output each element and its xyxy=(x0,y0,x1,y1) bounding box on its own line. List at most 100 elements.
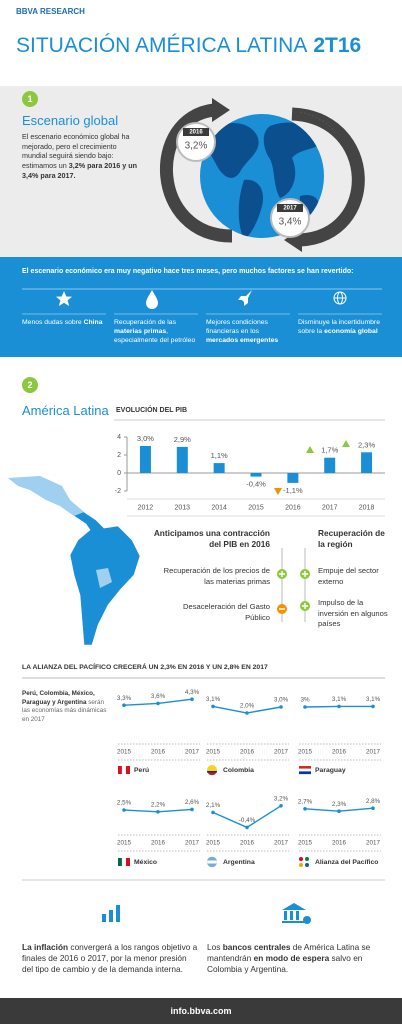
plus-icon xyxy=(300,601,310,611)
title-text: SITUACIÓN AMÉRICA LATINA xyxy=(16,34,308,57)
bar xyxy=(176,446,188,473)
section-title: América Latina xyxy=(22,403,109,418)
point xyxy=(279,705,283,709)
value-label: 3,2% xyxy=(274,795,289,802)
bar xyxy=(250,473,262,477)
alliance-title: LA ALIANZA DEL PACÍFICO CRECERÁ UN 2,3% … xyxy=(22,664,268,671)
x-tick-label: 2017 xyxy=(185,749,200,756)
badge-year: 2017 xyxy=(283,206,297,212)
value-label: 3,0% xyxy=(137,434,154,443)
x-tick-label: 2016 xyxy=(285,504,301,511)
drop-icon xyxy=(146,290,158,309)
x-tick-label: 2015 xyxy=(206,749,221,756)
x-tick-label: 2015 xyxy=(117,749,132,756)
text-bold: materias primas xyxy=(114,328,167,336)
bar xyxy=(324,457,336,473)
x-tick-label: 2015 xyxy=(117,840,132,847)
down-marker xyxy=(274,488,282,495)
bars-icon xyxy=(102,905,120,922)
chart-title: Perú xyxy=(134,767,149,774)
point xyxy=(245,711,249,715)
map-region xyxy=(8,476,84,516)
factors-background xyxy=(0,257,402,357)
x-tick-label: 2014 xyxy=(211,504,227,511)
factor: Recuperación de las materias primas, esp… xyxy=(114,318,200,346)
bar xyxy=(361,452,373,473)
value-label: 2,2% xyxy=(151,801,166,808)
point xyxy=(245,825,249,830)
text-bold: bancos centrales xyxy=(222,942,291,952)
value-label: 2,5% xyxy=(117,800,132,807)
x-tick-label: 2013 xyxy=(174,504,190,511)
value-label: 3,0% xyxy=(274,697,289,704)
point xyxy=(190,697,194,701)
flag xyxy=(206,856,218,868)
value-label: 3,1% xyxy=(332,696,347,703)
value-label: 2,8% xyxy=(366,798,381,805)
globe-icon xyxy=(333,291,347,305)
x-tick-label: 2017 xyxy=(366,749,381,756)
x-tick-label: 2017 xyxy=(274,749,289,756)
point xyxy=(156,701,160,706)
factors-title: El escenario económico era muy negativo … xyxy=(22,268,354,275)
minus-icon xyxy=(277,604,287,614)
x-tick-label: 2016 xyxy=(240,749,255,756)
value-label: 2,1% xyxy=(206,802,221,809)
alliance-note: Perú, Colombia, México, Paraguay y Argen… xyxy=(22,690,110,724)
logo xyxy=(299,857,309,867)
item: Impulso de la inversión en algunos paíse… xyxy=(318,598,388,629)
text-bold: Perú, Colombia, México, Paraguay y Argen… xyxy=(22,690,95,706)
up-marker xyxy=(306,446,314,453)
point xyxy=(211,810,215,815)
value-label: -0,4% xyxy=(239,817,256,824)
title: SITUACIÓN AMÉRICA LATINA 2T16 xyxy=(16,34,361,58)
badge: 2016 3,2% xyxy=(176,122,216,162)
text-bold: La inflación xyxy=(22,942,69,952)
x-tick-label: 2016 xyxy=(332,749,347,756)
edition: 2T16 xyxy=(313,34,362,57)
x-tick-label: 2017 xyxy=(366,840,381,847)
x-tick-label: 2012 xyxy=(138,504,154,511)
flag xyxy=(207,765,217,776)
flag xyxy=(118,857,130,867)
up-marker xyxy=(342,440,350,447)
text: de América Latina se mantendrán xyxy=(207,942,371,964)
plus-icon xyxy=(277,569,287,579)
text-bold: mercados emergentes xyxy=(206,337,279,345)
point xyxy=(303,807,307,811)
chart-title: Alianza del Pacífico xyxy=(315,859,378,866)
paragraph: El escenario económico global ha mejorad… xyxy=(22,132,140,181)
section-number: 1 xyxy=(22,91,38,107)
point xyxy=(371,704,375,709)
point xyxy=(190,807,194,812)
value-label: 2,0% xyxy=(240,703,255,710)
point xyxy=(122,703,126,707)
item: Recuperación de los precios de las mater… xyxy=(163,566,270,586)
y-tick-label: 2 xyxy=(117,452,121,459)
badge-year: 2016 xyxy=(189,130,203,136)
paragraph: La inflación convergerá a los rangos obj… xyxy=(22,942,198,976)
text: El escenario económico global ha mejorad… xyxy=(22,132,130,171)
map xyxy=(7,475,141,646)
text: Recuperación de las xyxy=(114,319,176,326)
chart-title: México xyxy=(134,859,157,866)
x-tick-label: 2016 xyxy=(332,840,347,847)
x-tick-label: 2017 xyxy=(274,840,289,847)
point xyxy=(371,806,375,810)
value-label: 3% xyxy=(300,697,310,704)
text: , especialmente del petróleo xyxy=(114,328,196,345)
text: convergerá a los rangos objetivo a final… xyxy=(22,942,198,975)
value-label: 2,3% xyxy=(332,801,347,808)
continents xyxy=(205,122,324,238)
flag xyxy=(298,766,312,775)
bank-icon xyxy=(282,903,311,924)
footer-link[interactable]: info.bbva.com xyxy=(170,1006,232,1016)
arrowhead xyxy=(212,98,230,122)
value-label: 2,9% xyxy=(174,435,191,444)
rocket-icon xyxy=(238,290,252,306)
text: salvo en Colombia y Argentina. xyxy=(207,953,363,975)
x-tick-label: 2015 xyxy=(248,504,264,511)
badge-value: 3,2% xyxy=(185,141,208,152)
bar xyxy=(213,463,225,473)
